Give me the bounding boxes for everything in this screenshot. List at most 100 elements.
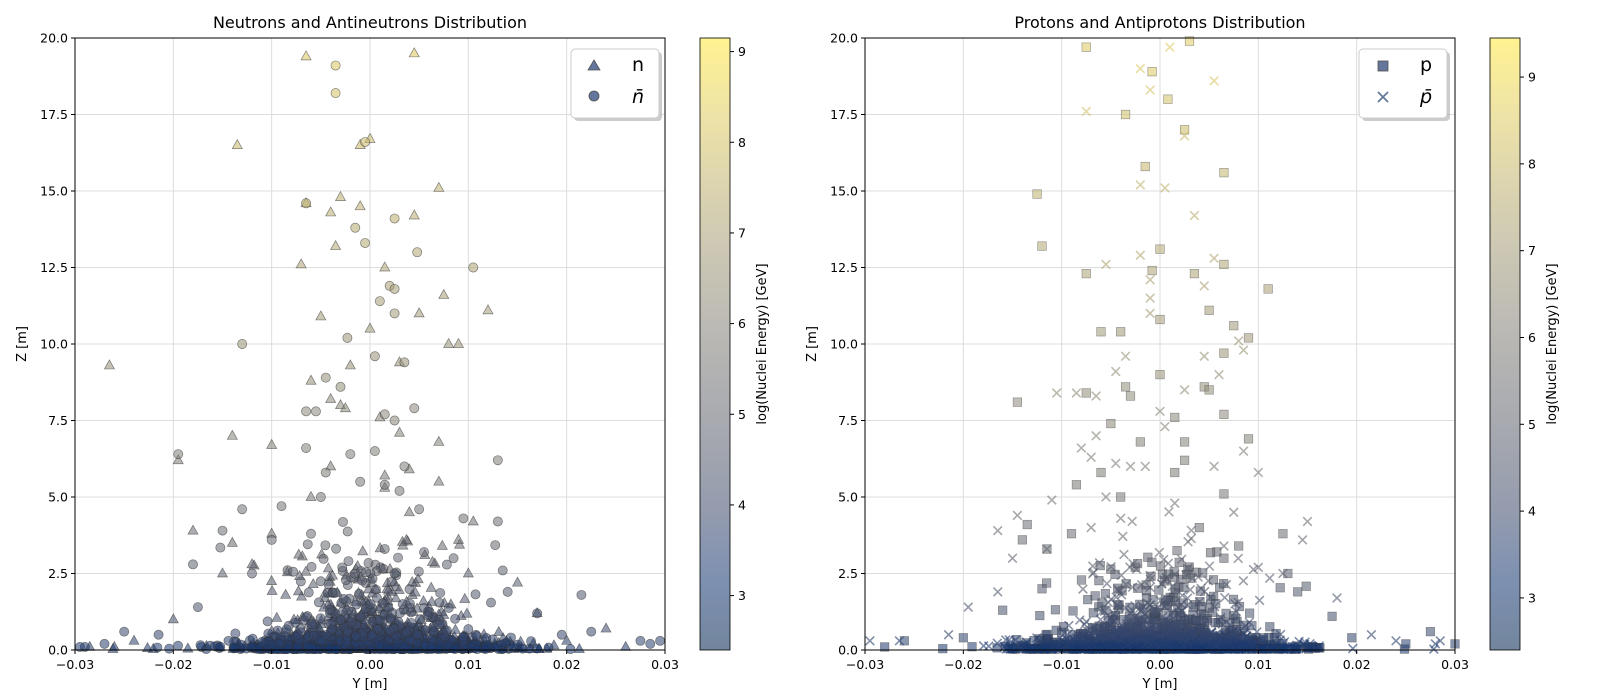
data-point (399, 357, 410, 368)
data-point-core (330, 587, 341, 598)
data-point-core (246, 641, 257, 652)
data-point (1140, 161, 1150, 172)
data-point (1219, 259, 1229, 270)
data-point-core (978, 641, 989, 651)
data-point (345, 449, 356, 460)
legend-box (570, 48, 660, 119)
colorbar: 3 4 5 6 7 8 9 log(Nuclei Energy) [GeV] (699, 37, 770, 651)
data-point (1101, 492, 1111, 502)
data-point-core (1064, 620, 1074, 631)
data-point-core (1305, 638, 1315, 649)
data-point-core (322, 562, 334, 573)
data-point (399, 461, 410, 472)
data-point (217, 525, 228, 536)
data-point (1091, 391, 1101, 401)
data-point (300, 50, 312, 61)
data-point-core (1127, 582, 1138, 593)
data-point-core (1233, 641, 1244, 652)
data-point (1051, 388, 1062, 398)
data-point-core (1143, 625, 1153, 635)
data-point (330, 60, 341, 71)
data-point (1401, 639, 1411, 649)
data-point-core (320, 540, 331, 551)
data-point (355, 476, 366, 487)
data-point-core (1275, 583, 1285, 593)
x-tick-label: 0.02 (553, 657, 581, 672)
data-point (600, 622, 612, 633)
data-point (1332, 593, 1342, 603)
data-point-core (262, 616, 273, 627)
data-point-core (365, 599, 376, 610)
data-point (128, 634, 140, 645)
data-point-core (543, 642, 554, 653)
data-point (1391, 635, 1401, 646)
data-point (492, 516, 503, 527)
data-point-core (1102, 578, 1112, 589)
data-point (1115, 513, 1126, 524)
legend-marker-circle (588, 90, 600, 102)
data-point-core (1278, 643, 1288, 654)
data-point (1120, 382, 1131, 392)
data-point (1147, 265, 1157, 276)
data-point-core (357, 545, 369, 556)
data-point-core (393, 583, 405, 594)
data-point-core (441, 559, 452, 570)
colorbar-gradient (1489, 37, 1521, 651)
data-point (1081, 106, 1092, 117)
data-point (350, 222, 361, 233)
data-point (192, 602, 203, 613)
data-point (379, 479, 390, 490)
data-point-core (526, 636, 537, 647)
data-point (103, 359, 116, 370)
data-point (408, 209, 420, 220)
data-point-core (315, 613, 326, 624)
data-point-core (1075, 644, 1086, 654)
data-point-core (404, 584, 415, 595)
data-point (1071, 480, 1082, 490)
data-point (1012, 510, 1023, 521)
data-point-core (1147, 634, 1157, 645)
data-point-core (378, 563, 389, 574)
data-point-core (302, 539, 313, 550)
data-point (492, 455, 503, 466)
data-point-core (1158, 554, 1169, 565)
colorbar-tick-label: 9 (1528, 70, 1536, 85)
data-point-core (296, 590, 308, 601)
colorbar-ticks: 3 4 5 6 7 8 9 (730, 44, 746, 603)
data-point (1170, 467, 1180, 478)
data-point (1209, 253, 1219, 264)
data-point-core (449, 644, 460, 655)
data-point (305, 490, 317, 501)
data-point-core (1059, 628, 1070, 638)
data-point-core (306, 642, 317, 653)
data-point (1228, 507, 1239, 518)
data-point (394, 485, 405, 496)
data-point-core (1093, 625, 1103, 636)
data-point (301, 406, 312, 417)
data-point-core (1187, 573, 1198, 584)
data-point (330, 88, 341, 99)
data-point (246, 558, 258, 569)
data-point-core (450, 613, 461, 624)
y-axis-label: Z [m] (805, 326, 820, 362)
data-point (1238, 446, 1249, 456)
data-point (1219, 553, 1229, 563)
data-point (561, 634, 573, 645)
data-point (1145, 308, 1156, 319)
data-point-core (1159, 601, 1170, 612)
x-tick-label: −0.01 (1043, 657, 1081, 672)
data-point-core (327, 624, 337, 635)
data-point-core (1177, 590, 1188, 601)
data-point (1164, 42, 1175, 53)
data-point-core (1203, 640, 1214, 651)
data-point-core (306, 619, 317, 630)
data-point-core (337, 516, 348, 527)
data-point-core (453, 538, 466, 549)
data-point (1096, 327, 1106, 337)
data-point-core (1127, 605, 1138, 616)
data-point-core (1186, 525, 1197, 536)
data-point-core (1106, 561, 1116, 572)
data-point (448, 553, 459, 564)
data-point-core (1157, 611, 1168, 622)
data-point (462, 567, 474, 578)
